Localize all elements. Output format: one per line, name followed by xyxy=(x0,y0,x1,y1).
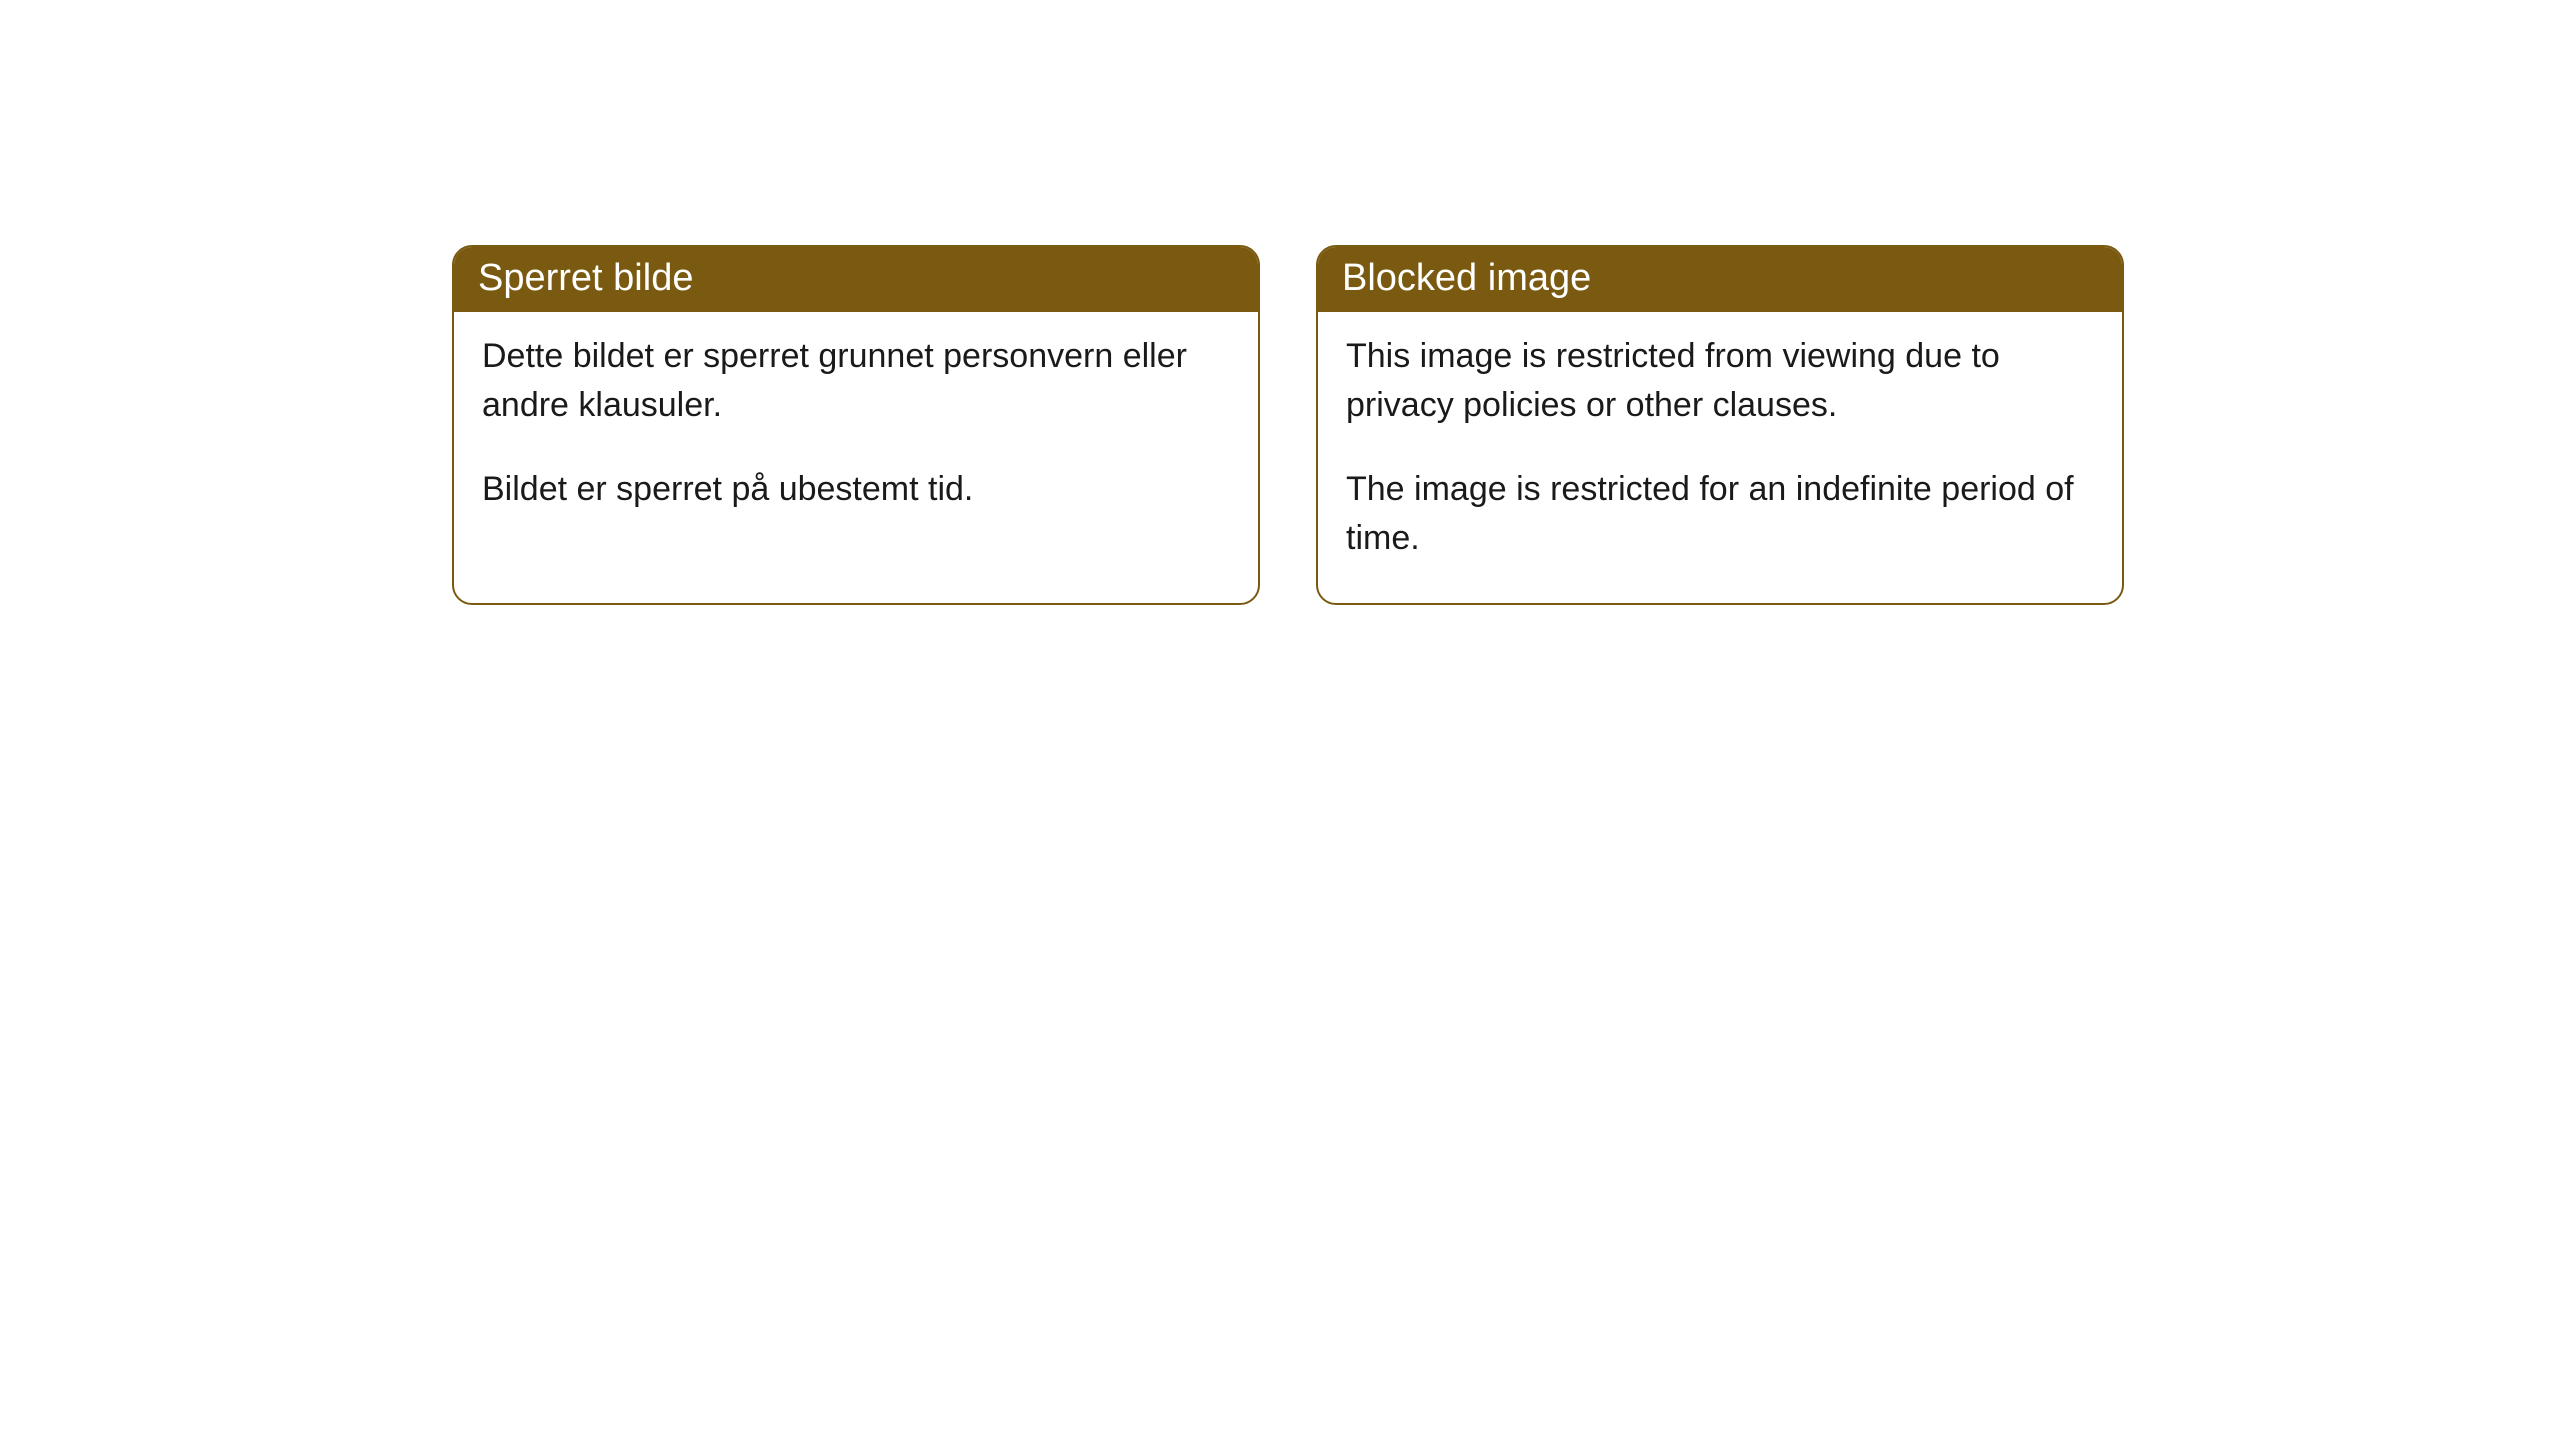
card-header-no: Sperret bilde xyxy=(454,247,1258,312)
card-paragraph-2-no: Bildet er sperret på ubestemt tid. xyxy=(482,465,1230,514)
card-body-no: Dette bildet er sperret grunnet personve… xyxy=(454,312,1258,554)
blocked-image-card-en: Blocked image This image is restricted f… xyxy=(1316,245,2124,605)
notice-cards-container: Sperret bilde Dette bildet er sperret gr… xyxy=(452,245,2124,605)
blocked-image-card-no: Sperret bilde Dette bildet er sperret gr… xyxy=(452,245,1260,605)
card-body-en: This image is restricted from viewing du… xyxy=(1318,312,2122,603)
card-paragraph-2-en: The image is restricted for an indefinit… xyxy=(1346,465,2094,564)
card-paragraph-1-en: This image is restricted from viewing du… xyxy=(1346,332,2094,431)
card-paragraph-1-no: Dette bildet er sperret grunnet personve… xyxy=(482,332,1230,431)
card-header-en: Blocked image xyxy=(1318,247,2122,312)
